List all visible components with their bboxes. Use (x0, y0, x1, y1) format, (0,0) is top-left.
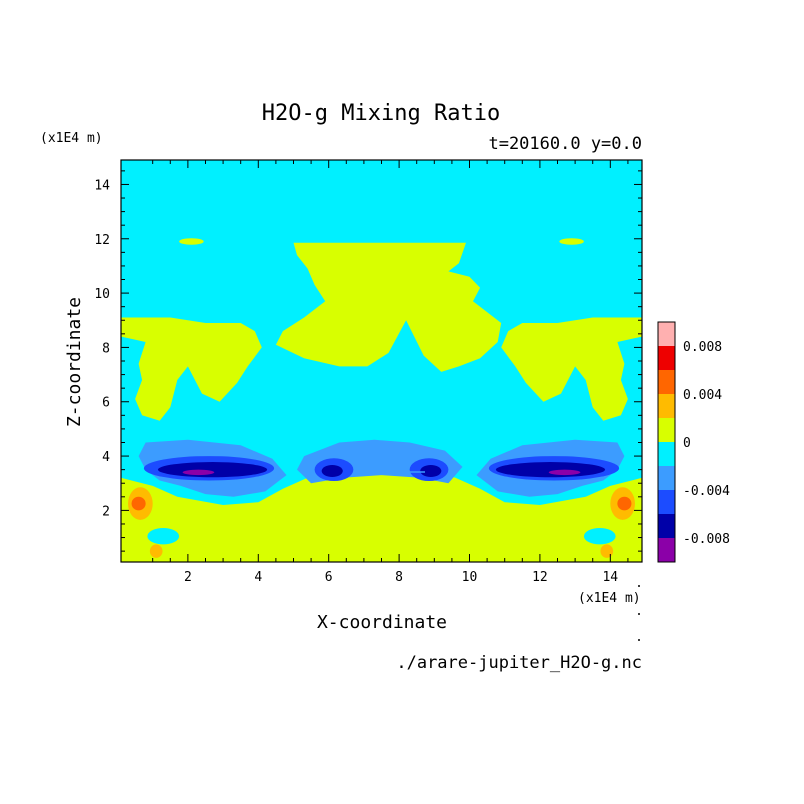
chart-subtitle: t=20160.0 y=0.0 (488, 134, 642, 154)
contour-region (420, 465, 442, 477)
corner-dot (638, 639, 640, 641)
colorbar-frame (657, 321, 676, 563)
colorbar-segment (658, 442, 675, 466)
colorbar-tick-label: -0.008 (683, 532, 730, 547)
contour-fill-regions (121, 238, 642, 562)
x-axis-label: X-coordinate (317, 612, 447, 633)
contour-region (583, 528, 616, 545)
y-tick-label: 4 (102, 450, 110, 465)
contour-region (548, 469, 581, 476)
colorbar-segment (658, 322, 675, 346)
colorbar: 0.008 0.004 0 -0.004 -0.008 (657, 321, 730, 563)
y-tick-label: 2 (102, 504, 110, 519)
colorbar-segment (658, 514, 675, 538)
colorbar-segment (658, 346, 675, 370)
y-axis-label: Z-coordinate (64, 297, 85, 427)
colorbar-tick-label: 0.008 (683, 340, 722, 355)
y-tick-label: 6 (102, 396, 110, 411)
contour-region (600, 544, 614, 558)
x-tick-label: 8 (395, 570, 403, 585)
contour-region (182, 469, 215, 476)
contour-region (495, 462, 606, 478)
y-axis-unit: (x1E4 m) (40, 131, 103, 146)
chart-title: H2O-g Mixing Ratio (262, 101, 500, 126)
contour-region (131, 496, 146, 511)
corner-dot (638, 613, 640, 615)
contour-region (179, 238, 204, 245)
contour-region (617, 496, 632, 511)
x-tick-label: 6 (325, 570, 333, 585)
contour-region (321, 465, 343, 477)
x-axis-unit: (x1E4 m) (578, 591, 641, 606)
contour-region (501, 317, 642, 421)
contour-region (121, 461, 642, 562)
contour-region (157, 462, 268, 478)
x-axis-ticks: 2 4 6 8 10 12 14 (152, 160, 629, 585)
x-tick-label: 12 (532, 570, 548, 585)
x-tick-label: 10 (462, 570, 478, 585)
colorbar-segment (658, 394, 675, 418)
x-tick-label: 14 (602, 570, 618, 585)
source-filename: ./arare-jupiter_H2O-g.nc (396, 653, 642, 673)
colorbar-segment (658, 490, 675, 514)
contour-region (559, 238, 584, 245)
y-tick-label: 10 (94, 287, 110, 302)
colorbar-tick-label: 0 (683, 436, 691, 451)
colorbar-segment (658, 538, 675, 562)
y-tick-label: 12 (94, 233, 110, 248)
colorbar-tick-label: 0.004 (683, 388, 722, 403)
contour-region (149, 544, 163, 558)
corner-dot (638, 585, 640, 587)
colorbar-segment (658, 370, 675, 394)
y-tick-label: 8 (102, 341, 110, 356)
plot-area (121, 160, 642, 562)
colorbar-segment (658, 418, 675, 442)
y-axis-ticks: 2 4 6 8 10 12 14 (94, 170, 642, 552)
contour-region (147, 528, 180, 545)
colorbar-tick-label: -0.004 (683, 484, 730, 499)
y-tick-label: 14 (94, 178, 110, 193)
x-tick-label: 4 (254, 570, 262, 585)
contour-region (121, 317, 262, 421)
colorbar-segment (658, 466, 675, 490)
x-tick-label: 2 (184, 570, 192, 585)
contour-region (275, 242, 502, 372)
